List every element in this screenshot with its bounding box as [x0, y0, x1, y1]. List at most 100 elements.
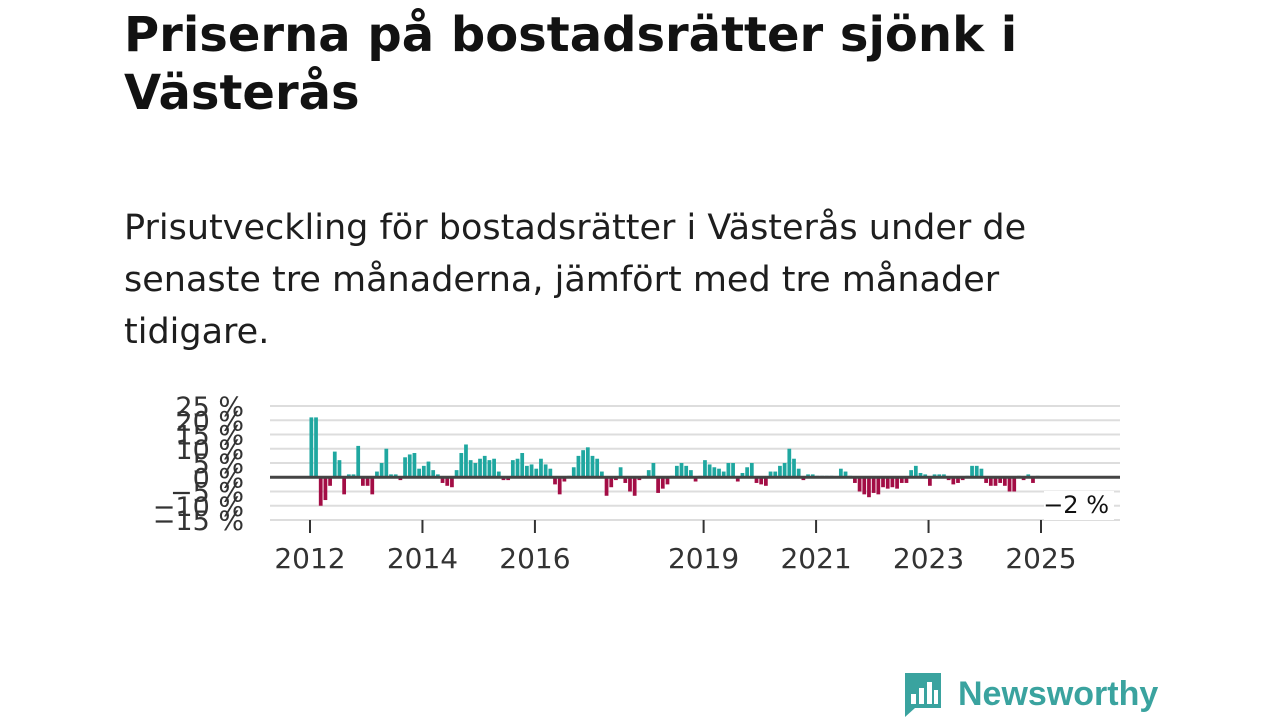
y-tick-label: −15 % — [153, 506, 244, 537]
bar — [876, 477, 881, 495]
bar — [632, 477, 637, 496]
bar — [679, 463, 684, 478]
bar — [1031, 477, 1035, 483]
x-axis-ticks: 2012 2014 2016 2019 2021 2023 2025 — [274, 520, 1077, 575]
bar — [492, 458, 496, 478]
x-tick-label: 2016 — [499, 542, 570, 575]
bar — [431, 470, 436, 478]
bar — [913, 465, 918, 478]
bar — [689, 470, 693, 478]
bar — [768, 471, 773, 478]
y-tick-label: 20 % — [175, 406, 244, 437]
bar — [1012, 477, 1017, 492]
bar — [998, 477, 1003, 483]
bar — [332, 451, 337, 478]
bar — [979, 468, 984, 478]
bar — [515, 458, 520, 478]
bar — [487, 460, 492, 478]
bar — [773, 471, 778, 478]
bar — [384, 448, 389, 478]
brand-name: Newsworthy — [958, 674, 1159, 713]
y-tick-label: −5 % — [170, 478, 244, 509]
gridlines — [270, 405, 1120, 521]
bar — [928, 477, 932, 486]
bar — [618, 467, 623, 478]
bar — [309, 417, 314, 478]
y-tick-label: 15 % — [175, 421, 244, 452]
bar — [674, 465, 679, 478]
x-tick-label: 2023 — [893, 542, 964, 575]
bar — [656, 477, 660, 493]
bar — [759, 477, 764, 485]
bar — [604, 477, 609, 496]
bar — [796, 468, 801, 478]
y-tick-label: 0 % — [193, 463, 244, 494]
bar — [548, 468, 553, 478]
bar — [1002, 477, 1007, 486]
y-tick-label: 5 % — [193, 449, 244, 480]
x-tick-label: 2025 — [1005, 542, 1076, 575]
bar — [684, 465, 689, 478]
bar — [665, 477, 670, 485]
bar — [899, 477, 904, 483]
bar — [885, 477, 890, 489]
bar — [478, 458, 482, 478]
bar — [974, 465, 979, 478]
bar — [543, 464, 548, 478]
newsworthy-logo-icon — [905, 673, 941, 717]
y-axis-ticks: 25 %20 %15 %10 %5 %0 %−5 %−10 %−15 % — [153, 392, 244, 537]
bar — [557, 477, 562, 495]
bar — [909, 470, 914, 478]
bar — [707, 464, 712, 478]
bar — [337, 460, 342, 478]
bar — [984, 477, 988, 483]
x-tick-label: 2014 — [387, 542, 458, 575]
x-tick-label: 2021 — [780, 542, 851, 575]
last-value-label-bg — [1044, 491, 1114, 520]
bar — [792, 458, 796, 478]
bar — [421, 465, 426, 478]
bar — [314, 417, 318, 478]
bar-chart: 25 %20 %15 %10 %5 %0 %−5 %−10 %−15 % 201… — [153, 392, 1120, 575]
bar — [731, 463, 735, 478]
newsworthy-logo: Newsworthy — [902, 670, 1158, 718]
bar — [778, 465, 782, 478]
bar — [318, 477, 323, 506]
bar — [628, 477, 632, 492]
bar — [571, 467, 576, 478]
bar — [468, 460, 473, 478]
bar — [595, 458, 600, 478]
bar — [890, 477, 895, 488]
bar — [454, 470, 459, 478]
bar — [599, 471, 604, 478]
last-value-label: −2 % — [1043, 491, 1109, 519]
bar — [787, 448, 792, 478]
bar — [375, 471, 379, 478]
bar — [370, 477, 375, 495]
bar — [361, 477, 365, 486]
bar — [988, 477, 993, 486]
bar — [904, 477, 909, 483]
bar — [970, 465, 974, 478]
bar — [721, 471, 726, 478]
bar — [520, 453, 525, 478]
bar — [539, 458, 543, 478]
bar — [764, 477, 768, 486]
bar — [412, 453, 417, 478]
bar — [862, 477, 867, 495]
bar — [843, 471, 848, 478]
bar — [993, 477, 998, 486]
x-tick-label: 2012 — [274, 542, 345, 575]
bar — [356, 445, 361, 478]
bar — [445, 477, 450, 486]
bar — [782, 463, 787, 478]
bar — [693, 477, 698, 482]
bar — [857, 477, 862, 492]
bar — [323, 477, 328, 501]
bar — [417, 468, 421, 478]
bar — [838, 468, 843, 478]
bar — [473, 463, 478, 478]
bar — [895, 477, 899, 489]
bar — [562, 477, 567, 482]
bar — [534, 468, 539, 478]
